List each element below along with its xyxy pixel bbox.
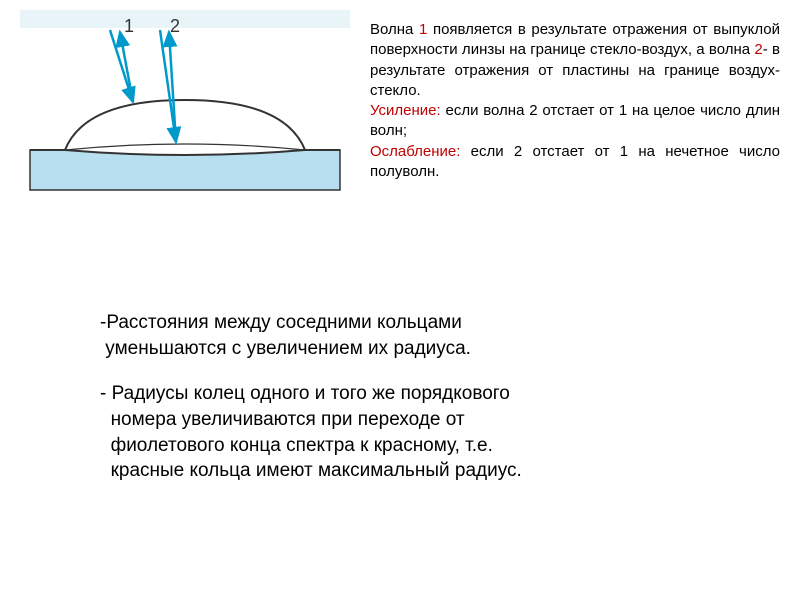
physics-diagram: 1 2 (20, 10, 350, 210)
p2c: фиолетового конца спектра к красному, т.… (111, 435, 493, 456)
p1b: уменьшаются с увеличением их радиуса. (105, 338, 471, 359)
r-num2: 2 (754, 41, 762, 58)
observation-2: - Радиусы колец одного и того же порядко… (100, 381, 700, 484)
p2a: Радиусы колец одного и того же порядково… (106, 383, 510, 404)
explanation-text: Волна 1 появляется в результате отражени… (370, 20, 780, 182)
observation-1: -Расстояния между соседними кольцами уме… (100, 310, 700, 361)
bg-strip (20, 10, 350, 28)
r-part1b: появляется в результате отражения от вып… (370, 21, 780, 58)
r-strong1: Усиление: (370, 102, 441, 119)
p2b: номера увеличиваются при переходе от (111, 409, 465, 430)
ray-label-1: 1 (124, 16, 134, 37)
ray-label-2: 2 (170, 16, 180, 37)
observations-text: -Расстояния между соседними кольцами уме… (100, 310, 700, 504)
p2d: красные кольца имеют максимальный радиус… (111, 460, 522, 481)
r-part1a: Волна (370, 21, 419, 38)
r-strong2: Ослабление: (370, 143, 460, 160)
lens-diagram-svg (20, 10, 350, 210)
p1a: Расстояния между соседними кольцами (106, 312, 461, 333)
